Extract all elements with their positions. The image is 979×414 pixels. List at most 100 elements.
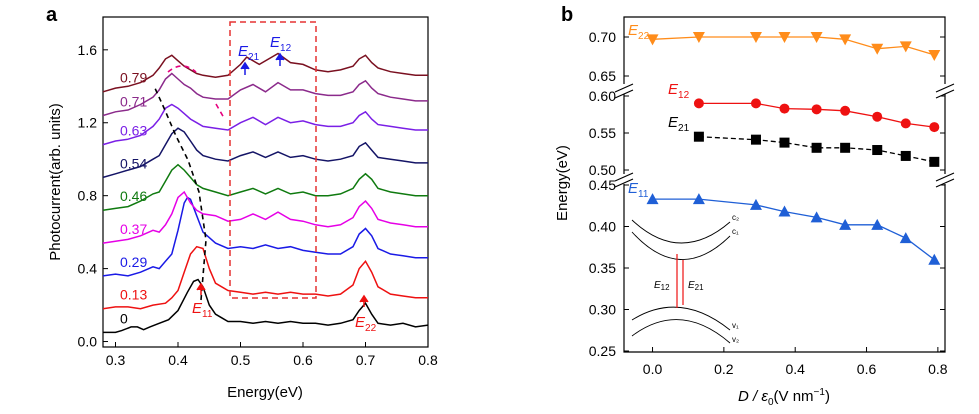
inset-label-e12: E12 [654, 280, 670, 292]
data-point-E11 [928, 253, 941, 265]
data-point-E12 [929, 122, 940, 133]
series-line-0-71 [102, 72, 428, 117]
annotation-e12: E12 [270, 34, 292, 66]
inset-band-c1 [631, 231, 731, 260]
y-tick-label: 0.40 [589, 219, 616, 235]
x-tick-label: 0.0 [643, 361, 663, 377]
data-point-E21 [929, 156, 940, 167]
series-line-0-63 [102, 103, 428, 146]
panel-b-axis-break-gap-1 [618, 84, 630, 94]
series-line-0 [103, 278, 429, 334]
data-point-E11 [692, 193, 705, 205]
series-label-0-79: 0.79 [120, 70, 147, 86]
data-point-E21 [779, 137, 790, 148]
data-point-E12 [872, 111, 883, 122]
y-tick-label: 0.50 [589, 162, 616, 178]
series-label-0-29: 0.29 [120, 254, 147, 270]
y-tick-label: 0.30 [589, 302, 616, 318]
series-label-0-37: 0.37 [120, 221, 147, 237]
panel-b-series-group [646, 32, 941, 265]
y-tick-label: 0.35 [589, 260, 616, 276]
y-tick-label: 0.25 [589, 343, 616, 359]
annotation-e11: E11 [192, 282, 213, 320]
panel-b-axis-break-gap-4 [939, 174, 951, 184]
label-e12-b: E12 [668, 81, 690, 101]
data-point-E12 [750, 98, 761, 109]
panel-a-label: a [46, 4, 58, 26]
y-tick-label: 0.8 [78, 188, 98, 204]
y-tick-label: 0.60 [589, 88, 616, 104]
series-line-0-13 [102, 245, 428, 310]
inset-band-c2 [631, 219, 731, 244]
data-point-E11 [839, 218, 852, 230]
label-e22: E22 [355, 314, 377, 334]
data-point-E21 [900, 150, 911, 161]
panel-a: a 0.3 0.4 0.5 0.6 0.7 0.8 0.0 0.4 0.8 1.2 1.6 Ene… [46, 4, 438, 401]
panel-a-y-axis-label: Photocurrent(arb. units) [47, 103, 64, 261]
inset-label-c1: c₁ [732, 227, 739, 236]
data-point-E11 [778, 205, 791, 217]
data-point-E21 [872, 145, 883, 156]
inset-band-v2 [631, 319, 731, 344]
data-point-E11 [749, 198, 762, 210]
inset-label-v1: v₁ [732, 321, 739, 330]
series-line-0-79 [102, 52, 428, 93]
panel-a-x-axis-label: Energy(eV) [227, 384, 303, 401]
x-tick-label: 0.4 [168, 352, 188, 368]
label-e22-b: E22 [628, 22, 650, 42]
panel-b-axis-break-marks [614, 83, 955, 188]
data-point-E12 [900, 118, 911, 129]
y-tick-label: 0.70 [589, 29, 616, 45]
label-e12: E12 [270, 34, 292, 54]
series-label-0-46: 0.46 [120, 188, 147, 204]
panel-a-series-group [102, 52, 429, 334]
inset-label-c2: c₂ [732, 213, 739, 222]
panel-a-x-ticks: 0.3 0.4 0.5 0.6 0.7 0.8 [106, 342, 438, 368]
data-point-E12 [779, 103, 790, 114]
x-tick-label: 0.8 [418, 352, 438, 368]
data-point-E12 [693, 98, 704, 109]
data-point-E22 [749, 32, 762, 43]
panel-a-magenta-arc-lower [215, 103, 225, 119]
x-tick-label: 0.4 [785, 361, 805, 377]
panel-a-y-ticks: 0.0 0.4 0.8 1.2 1.6 [78, 42, 108, 350]
inset-label-e21: E21 [688, 280, 704, 292]
panel-b-x-ticks: 0.0 0.2 0.4 0.6 0.8 [643, 347, 948, 377]
data-point-E22 [928, 49, 941, 61]
y-tick-label: 0.4 [78, 261, 98, 277]
series-line-0-29 [102, 196, 428, 277]
data-point-E22 [839, 34, 852, 46]
label-e21-b: E21 [668, 114, 690, 134]
y-tick-label: 0.45 [589, 177, 616, 193]
x-tick-label: 0.7 [356, 352, 376, 368]
y-tick-label: 0.55 [589, 125, 616, 141]
series-label-e22: E22 [628, 22, 650, 42]
series-line-0-37 [102, 190, 428, 244]
series-label-0-71: 0.71 [120, 93, 147, 109]
y-tick-label: 0.65 [589, 68, 616, 84]
x-tick-label: 0.2 [714, 361, 734, 377]
x-tick-label: 0.6 [293, 352, 313, 368]
arrow-e22 [359, 294, 369, 307]
y-tick-label: 1.6 [78, 42, 98, 58]
panel-b-axis-break-gap-2 [939, 84, 951, 94]
annotation-e22: E22 [355, 294, 377, 334]
data-point-E22 [692, 32, 705, 43]
y-tick-label: 1.2 [78, 115, 98, 131]
data-point-E22 [646, 34, 659, 46]
data-point-E22 [871, 43, 884, 55]
x-tick-label: 0.3 [106, 352, 126, 368]
label-e11-b: E11 [628, 180, 649, 200]
series-label-e11: E11 [628, 180, 649, 200]
series-line-0-46 [102, 163, 428, 212]
arrow-e11 [196, 282, 206, 295]
label-e21: E21 [238, 43, 260, 63]
annotation-e21: E21 [238, 43, 260, 75]
panel-a-peak-trace [153, 85, 207, 301]
data-point-E11 [646, 193, 659, 205]
data-point-E11 [899, 232, 912, 244]
data-point-E22 [810, 32, 823, 43]
arrow-e12 [275, 52, 285, 66]
panel-b-label: b [561, 4, 573, 26]
